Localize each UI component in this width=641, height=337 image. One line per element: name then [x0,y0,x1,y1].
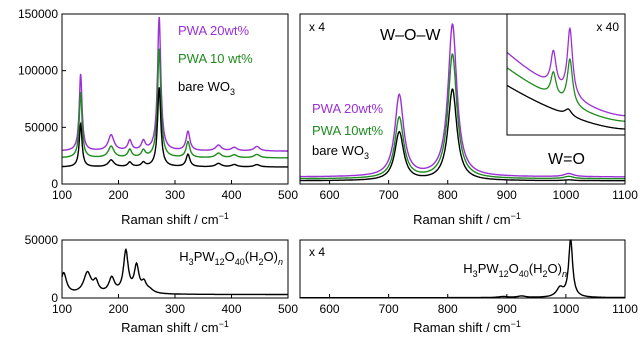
tl-series-2 [62,87,288,168]
inset-plot-area [506,26,625,130]
bl-x-axis-label: Raman shift / cm−1 [121,319,229,335]
inset-background [507,14,625,135]
bl-xtick-label: 100 [52,302,72,316]
bl-x-ticks: 100 200 300 400 500 [52,294,298,316]
tl-ytick-label: 0 [51,177,58,191]
inset-series-1 [506,57,625,122]
br-x-ticks: 600 700 800 900 1000 1100 [320,294,638,316]
bl-ytick-label: 50000 [25,233,59,247]
tr-xtick-label: 900 [497,188,517,202]
tr-legend-pwa10: PWA 10wt% [312,123,383,138]
tl-x-axis-label: Raman shift / cm−1 [121,211,229,227]
tr-annotation-w-eq-o: W=O [548,151,585,168]
tr-series-2 [300,88,625,182]
tr-xtick-label: 800 [438,188,458,202]
tr-legend-bare-wo3: bare WO3 [312,143,369,161]
tl-xtick-label: 100 [52,188,72,202]
tr-xtick-label: 700 [379,188,399,202]
inset-multiplier: x 40 [596,20,619,34]
bl-plot-area [61,247,288,296]
br-compound-label: H3PW12O40(H2O)n [463,261,567,279]
br-xtick-label: 1000 [553,302,580,316]
tl-legend-pwa10: PWA 10 wt% [178,51,253,66]
tr-xtick-label: 600 [320,188,340,202]
tl-plot-area [62,16,288,168]
br-x-axis-label: Raman shift / cm−1 [413,319,521,335]
br-multiplier: x 4 [309,245,325,259]
tr-annotation-w-o-w: W–O–W [380,27,441,44]
bl-y-ticks: 0 50000 [25,233,66,305]
br-xtick-label: 900 [497,302,517,316]
tl-y-ticks: 0 50000 100000 150000 [18,7,66,191]
tl-legend-bare-wo3: bare WO3 [178,79,235,97]
tr-xtick-label: 1100 [612,188,638,202]
tl-legend-pwa20: PWA 20wt% [178,23,249,38]
tr-series-0 [300,23,625,178]
tr-x-ticks: 600 700 800 900 1000 1100 [320,180,638,202]
inset-frame [506,13,626,136]
tl-xtick-label: 300 [165,188,185,202]
br-xtick-label: 700 [379,302,399,316]
tl-ytick-label: 50000 [25,120,59,134]
tl-series-0 [62,16,288,152]
bl-compound-label: H3PW12O40(H2O)n [179,249,283,267]
br-xtick-label: 600 [320,302,340,316]
bl-series-0 [61,247,288,296]
tl-x-ticks: 100 200 300 400 500 [52,180,298,202]
bl-xtick-label: 300 [165,302,185,316]
bl-xtick-label: 200 [108,302,128,316]
tl-ytick-label: 100000 [18,64,58,78]
tl-xtick-label: 400 [221,188,241,202]
br-xtick-label: 1100 [612,302,638,316]
bl-xtick-label: 400 [221,302,241,316]
bl-ytick-label: 0 [51,291,58,305]
inset-series-2 [506,84,625,130]
tr-plot-area [300,23,625,182]
tl-xtick-label: 500 [278,188,298,202]
tl-axes-frame [61,13,289,185]
panel-top-right: 600 700 800 900 1000 1100 Raman shift / cm−1 … [299,13,638,227]
tl-series-1 [62,48,288,159]
panel-bottom-left: 100 200 300 400 500 0 50000 Raman shift / cm−… [25,233,299,335]
br-xtick-label: 800 [438,302,458,316]
tl-xtick-label: 200 [108,188,128,202]
tr-xtick-label: 1000 [553,188,580,202]
bl-xtick-label: 500 [278,302,298,316]
tr-series-1 [300,53,625,180]
tr-x-axis-label: Raman shift / cm−1 [413,211,521,227]
tr-multiplier: x 4 [309,20,325,34]
tr-legend-pwa20: PWA 20wt% [312,101,383,116]
br-axes-frame [299,239,626,299]
tl-ytick-label: 150000 [18,7,58,21]
panel-bottom-right: 600 700 800 900 1000 1100 Raman shift / cm−1 … [299,239,638,335]
panel-top-left: 100 200 300 400 500 0 50000 100000 150000 Raman… [18,7,298,227]
inset-series-0 [506,26,625,117]
